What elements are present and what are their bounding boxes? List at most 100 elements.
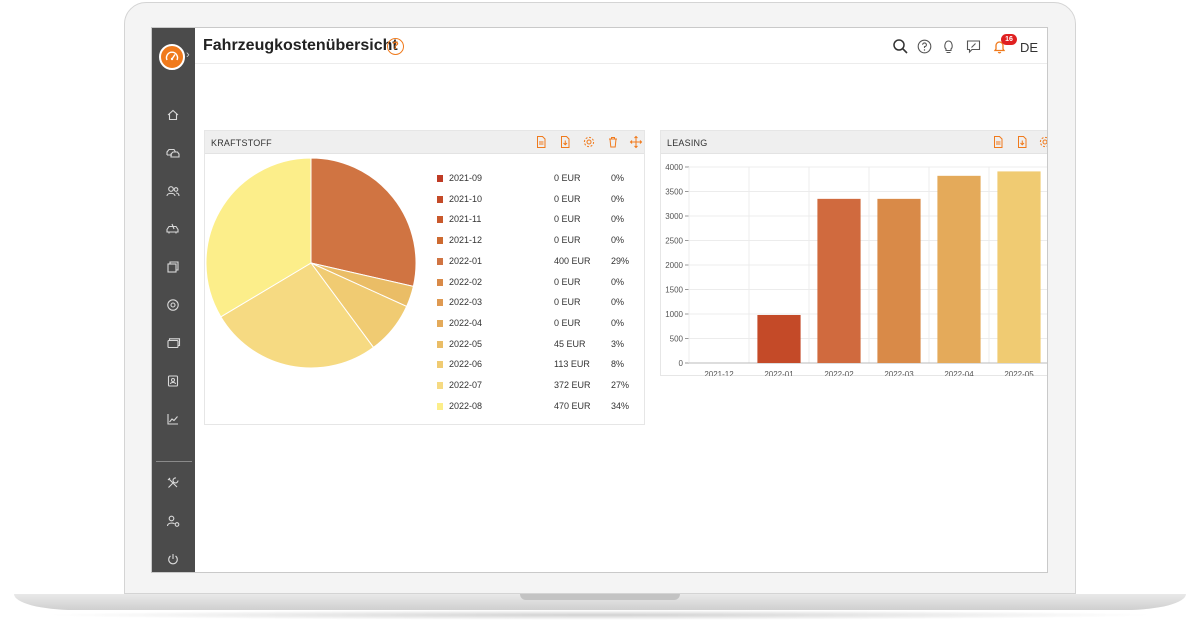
bar-2022-04[interactable] bbox=[937, 175, 981, 363]
x-tick-label: 2022-02 bbox=[824, 370, 854, 376]
legend-amount: 0 EUR bbox=[554, 317, 581, 328]
export-file-icon[interactable] bbox=[1015, 135, 1029, 149]
leasing-bar-chart: 0 500 1000 1500 2000 2500 3000 3500 4000 2021-12 2… bbox=[665, 163, 1047, 376]
x-tick-label: 2022-04 bbox=[944, 370, 974, 376]
y-tick-label: 1000 bbox=[665, 310, 683, 319]
legend-amount: 0 EUR bbox=[554, 235, 581, 246]
legend-percent: 0% bbox=[611, 214, 625, 225]
page-help-icon[interactable]: ? bbox=[387, 38, 404, 55]
bar-2022-02[interactable] bbox=[817, 198, 861, 363]
car-damage-icon[interactable] bbox=[164, 220, 182, 238]
bell-icon[interactable] bbox=[991, 38, 1008, 55]
legend-label: 2022-07 bbox=[449, 380, 483, 390]
legend-item[interactable]: 2022-05 45 EUR 3% bbox=[437, 339, 637, 351]
legend-item[interactable]: 2022-06 113 EUR 8% bbox=[437, 359, 637, 371]
y-tick-label: 4000 bbox=[665, 163, 683, 172]
chart-icon[interactable] bbox=[164, 410, 182, 428]
legend-item[interactable]: 2022-03 0 EUR 0% bbox=[437, 297, 637, 309]
settings-icon[interactable] bbox=[1038, 135, 1047, 149]
export-pdf-icon[interactable] bbox=[534, 135, 548, 149]
y-tick-label: 500 bbox=[670, 335, 684, 344]
legend-label: 2022-05 bbox=[449, 338, 483, 349]
legend-swatch bbox=[437, 237, 443, 245]
legend-percent: 0% bbox=[611, 276, 625, 287]
export-file-icon[interactable] bbox=[558, 135, 572, 149]
legend-swatch bbox=[437, 402, 443, 410]
sidebar-expand-icon[interactable]: › bbox=[186, 49, 190, 61]
feedback-icon[interactable] bbox=[965, 38, 982, 55]
laptop-shadow bbox=[40, 610, 1160, 620]
pie-slice-2022-01[interactable] bbox=[310, 157, 417, 287]
cards-icon[interactable] bbox=[164, 334, 182, 352]
power-icon[interactable] bbox=[164, 550, 182, 568]
legend-item[interactable]: 2021-09 0 EUR 0% bbox=[437, 173, 637, 185]
kraftstoff-widget: KRAFTSTOFF 2021-09 0 EUR 0% 2021-10 0 bbox=[204, 130, 645, 425]
search-icon[interactable] bbox=[892, 38, 909, 55]
leasing-title: LEASING bbox=[667, 138, 708, 148]
legend-percent: 0% bbox=[611, 297, 625, 308]
bar-2022-01[interactable] bbox=[757, 314, 801, 363]
legend-item[interactable]: 2022-08 470 EUR 34% bbox=[437, 401, 637, 413]
legend-percent: 27% bbox=[611, 380, 630, 390]
legend-percent: 0% bbox=[611, 193, 625, 204]
legend-amount: 0 EUR bbox=[554, 214, 581, 225]
lightbulb-icon[interactable] bbox=[940, 38, 957, 55]
x-tick-label: 2021-12 bbox=[704, 370, 734, 376]
legend-amount: 0 EUR bbox=[554, 193, 581, 204]
delete-icon[interactable] bbox=[606, 135, 620, 149]
legend-item[interactable]: 2022-07 372 EUR 27% bbox=[437, 380, 637, 392]
documents-icon[interactable] bbox=[164, 258, 182, 276]
laptop-notch bbox=[520, 594, 680, 600]
legend-label: 2022-06 bbox=[449, 359, 483, 370]
language-selector[interactable]: DE bbox=[1020, 40, 1039, 55]
legend-amount: 0 EUR bbox=[554, 276, 581, 287]
legend-label: 2022-01 bbox=[449, 255, 483, 266]
legend-label: 2021-10 bbox=[449, 193, 483, 204]
cars-icon[interactable] bbox=[164, 144, 182, 162]
legend-label: 2021-09 bbox=[449, 173, 483, 183]
x-tick-label: 2022-05 bbox=[1004, 370, 1034, 376]
laptop-base bbox=[14, 594, 1186, 610]
help-icon[interactable] bbox=[916, 38, 933, 55]
y-tick-label: 3000 bbox=[665, 212, 683, 221]
kraftstoff-title: KRAFTSTOFF bbox=[211, 138, 272, 148]
move-icon[interactable] bbox=[629, 135, 643, 149]
pie-slice-2022-08[interactable] bbox=[205, 157, 312, 318]
y-tick-label: 2000 bbox=[665, 261, 683, 270]
kraftstoff-pie-chart bbox=[205, 157, 417, 369]
export-pdf-icon[interactable] bbox=[991, 135, 1005, 149]
legend-item[interactable]: 2021-12 0 EUR 0% bbox=[437, 235, 637, 247]
tires-icon[interactable] bbox=[164, 296, 182, 314]
contacts-icon[interactable] bbox=[164, 372, 182, 390]
settings-icon[interactable] bbox=[582, 135, 596, 149]
legend-amount: 45 EUR bbox=[554, 338, 586, 349]
legend-swatch bbox=[437, 216, 443, 224]
users-icon[interactable] bbox=[164, 182, 182, 200]
top-bar: Fahrzeugkostenübersicht ? 16 DE bbox=[195, 28, 1047, 64]
y-tick-label: 2500 bbox=[665, 237, 683, 246]
legend-amount: 113 EUR bbox=[554, 359, 590, 370]
pie-slice-2022-07[interactable] bbox=[220, 262, 375, 369]
tools-icon[interactable] bbox=[164, 474, 182, 492]
bar-2022-03[interactable] bbox=[877, 198, 921, 363]
legend-amount: 470 EUR bbox=[554, 400, 591, 411]
legend-item[interactable]: 2022-04 0 EUR 0% bbox=[437, 318, 637, 330]
legend-item[interactable]: 2021-11 0 EUR 0% bbox=[437, 214, 637, 226]
legend-label: 2021-12 bbox=[449, 235, 483, 246]
y-tick-label: 3500 bbox=[665, 188, 683, 197]
legend-swatch bbox=[437, 299, 443, 307]
speedometer-icon[interactable] bbox=[159, 44, 185, 70]
legend-item[interactable]: 2021-10 0 EUR 0% bbox=[437, 194, 637, 206]
legend-amount: 372 EUR bbox=[554, 380, 591, 390]
legend-percent: 34% bbox=[611, 400, 630, 411]
legend-swatch bbox=[437, 319, 443, 327]
bar-2022-05[interactable] bbox=[997, 171, 1041, 363]
x-tick-label: 2022-01 bbox=[764, 370, 794, 376]
home-icon[interactable] bbox=[164, 106, 182, 124]
user-settings-icon[interactable] bbox=[164, 512, 182, 530]
legend-item[interactable]: 2022-02 0 EUR 0% bbox=[437, 277, 637, 289]
legend-label: 2021-11 bbox=[449, 214, 482, 225]
legend-item[interactable]: 2022-01 400 EUR 29% bbox=[437, 256, 637, 268]
leasing-widget: LEASING 0 500 1000 1500 2000 2500 3000 3500 4000… bbox=[660, 130, 1047, 376]
